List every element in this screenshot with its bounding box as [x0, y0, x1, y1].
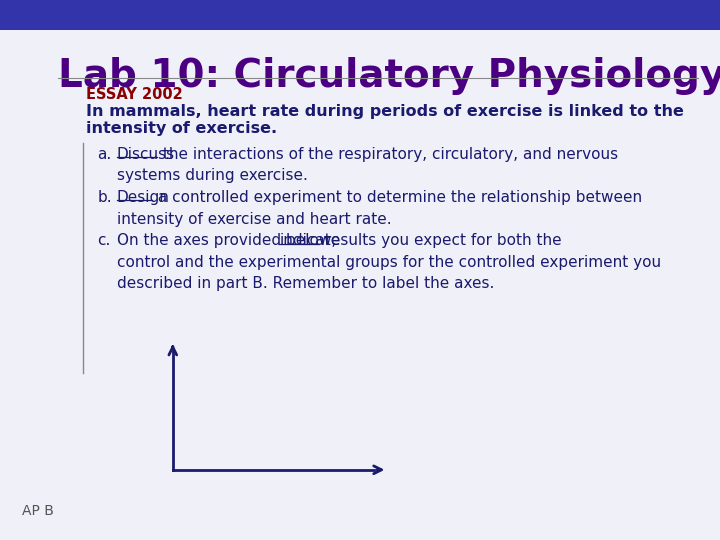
Text: control and the experimental groups for the controlled experiment you: control and the experimental groups for … [117, 255, 661, 270]
Text: indicate: indicate [279, 233, 341, 248]
Text: the interactions of the respiratory, circulatory, and nervous: the interactions of the respiratory, cir… [158, 147, 618, 162]
Text: results you expect for both the: results you expect for both the [320, 233, 562, 248]
Text: Design: Design [117, 190, 169, 205]
Text: intensity of exercise.: intensity of exercise. [86, 122, 277, 137]
Text: systems during exercise.: systems during exercise. [117, 168, 307, 184]
Text: a.: a. [97, 147, 112, 162]
Text: c.: c. [97, 233, 111, 248]
Text: ESSAY 2002: ESSAY 2002 [86, 87, 183, 103]
Text: AP B: AP B [22, 504, 53, 518]
Text: intensity of exercise and heart rate.: intensity of exercise and heart rate. [117, 212, 391, 227]
Text: a controlled experiment to determine the relationship between: a controlled experiment to determine the… [153, 190, 642, 205]
Text: Discuss: Discuss [117, 147, 175, 162]
Text: described in part B. Remember to label the axes.: described in part B. Remember to label t… [117, 276, 494, 292]
Text: b.: b. [97, 190, 112, 205]
Text: Lab 10: Circulatory Physiology: Lab 10: Circulatory Physiology [58, 57, 720, 94]
Text: On the axes provided below,: On the axes provided below, [117, 233, 341, 248]
Text: In mammals, heart rate during periods of exercise is linked to the: In mammals, heart rate during periods of… [86, 104, 684, 119]
